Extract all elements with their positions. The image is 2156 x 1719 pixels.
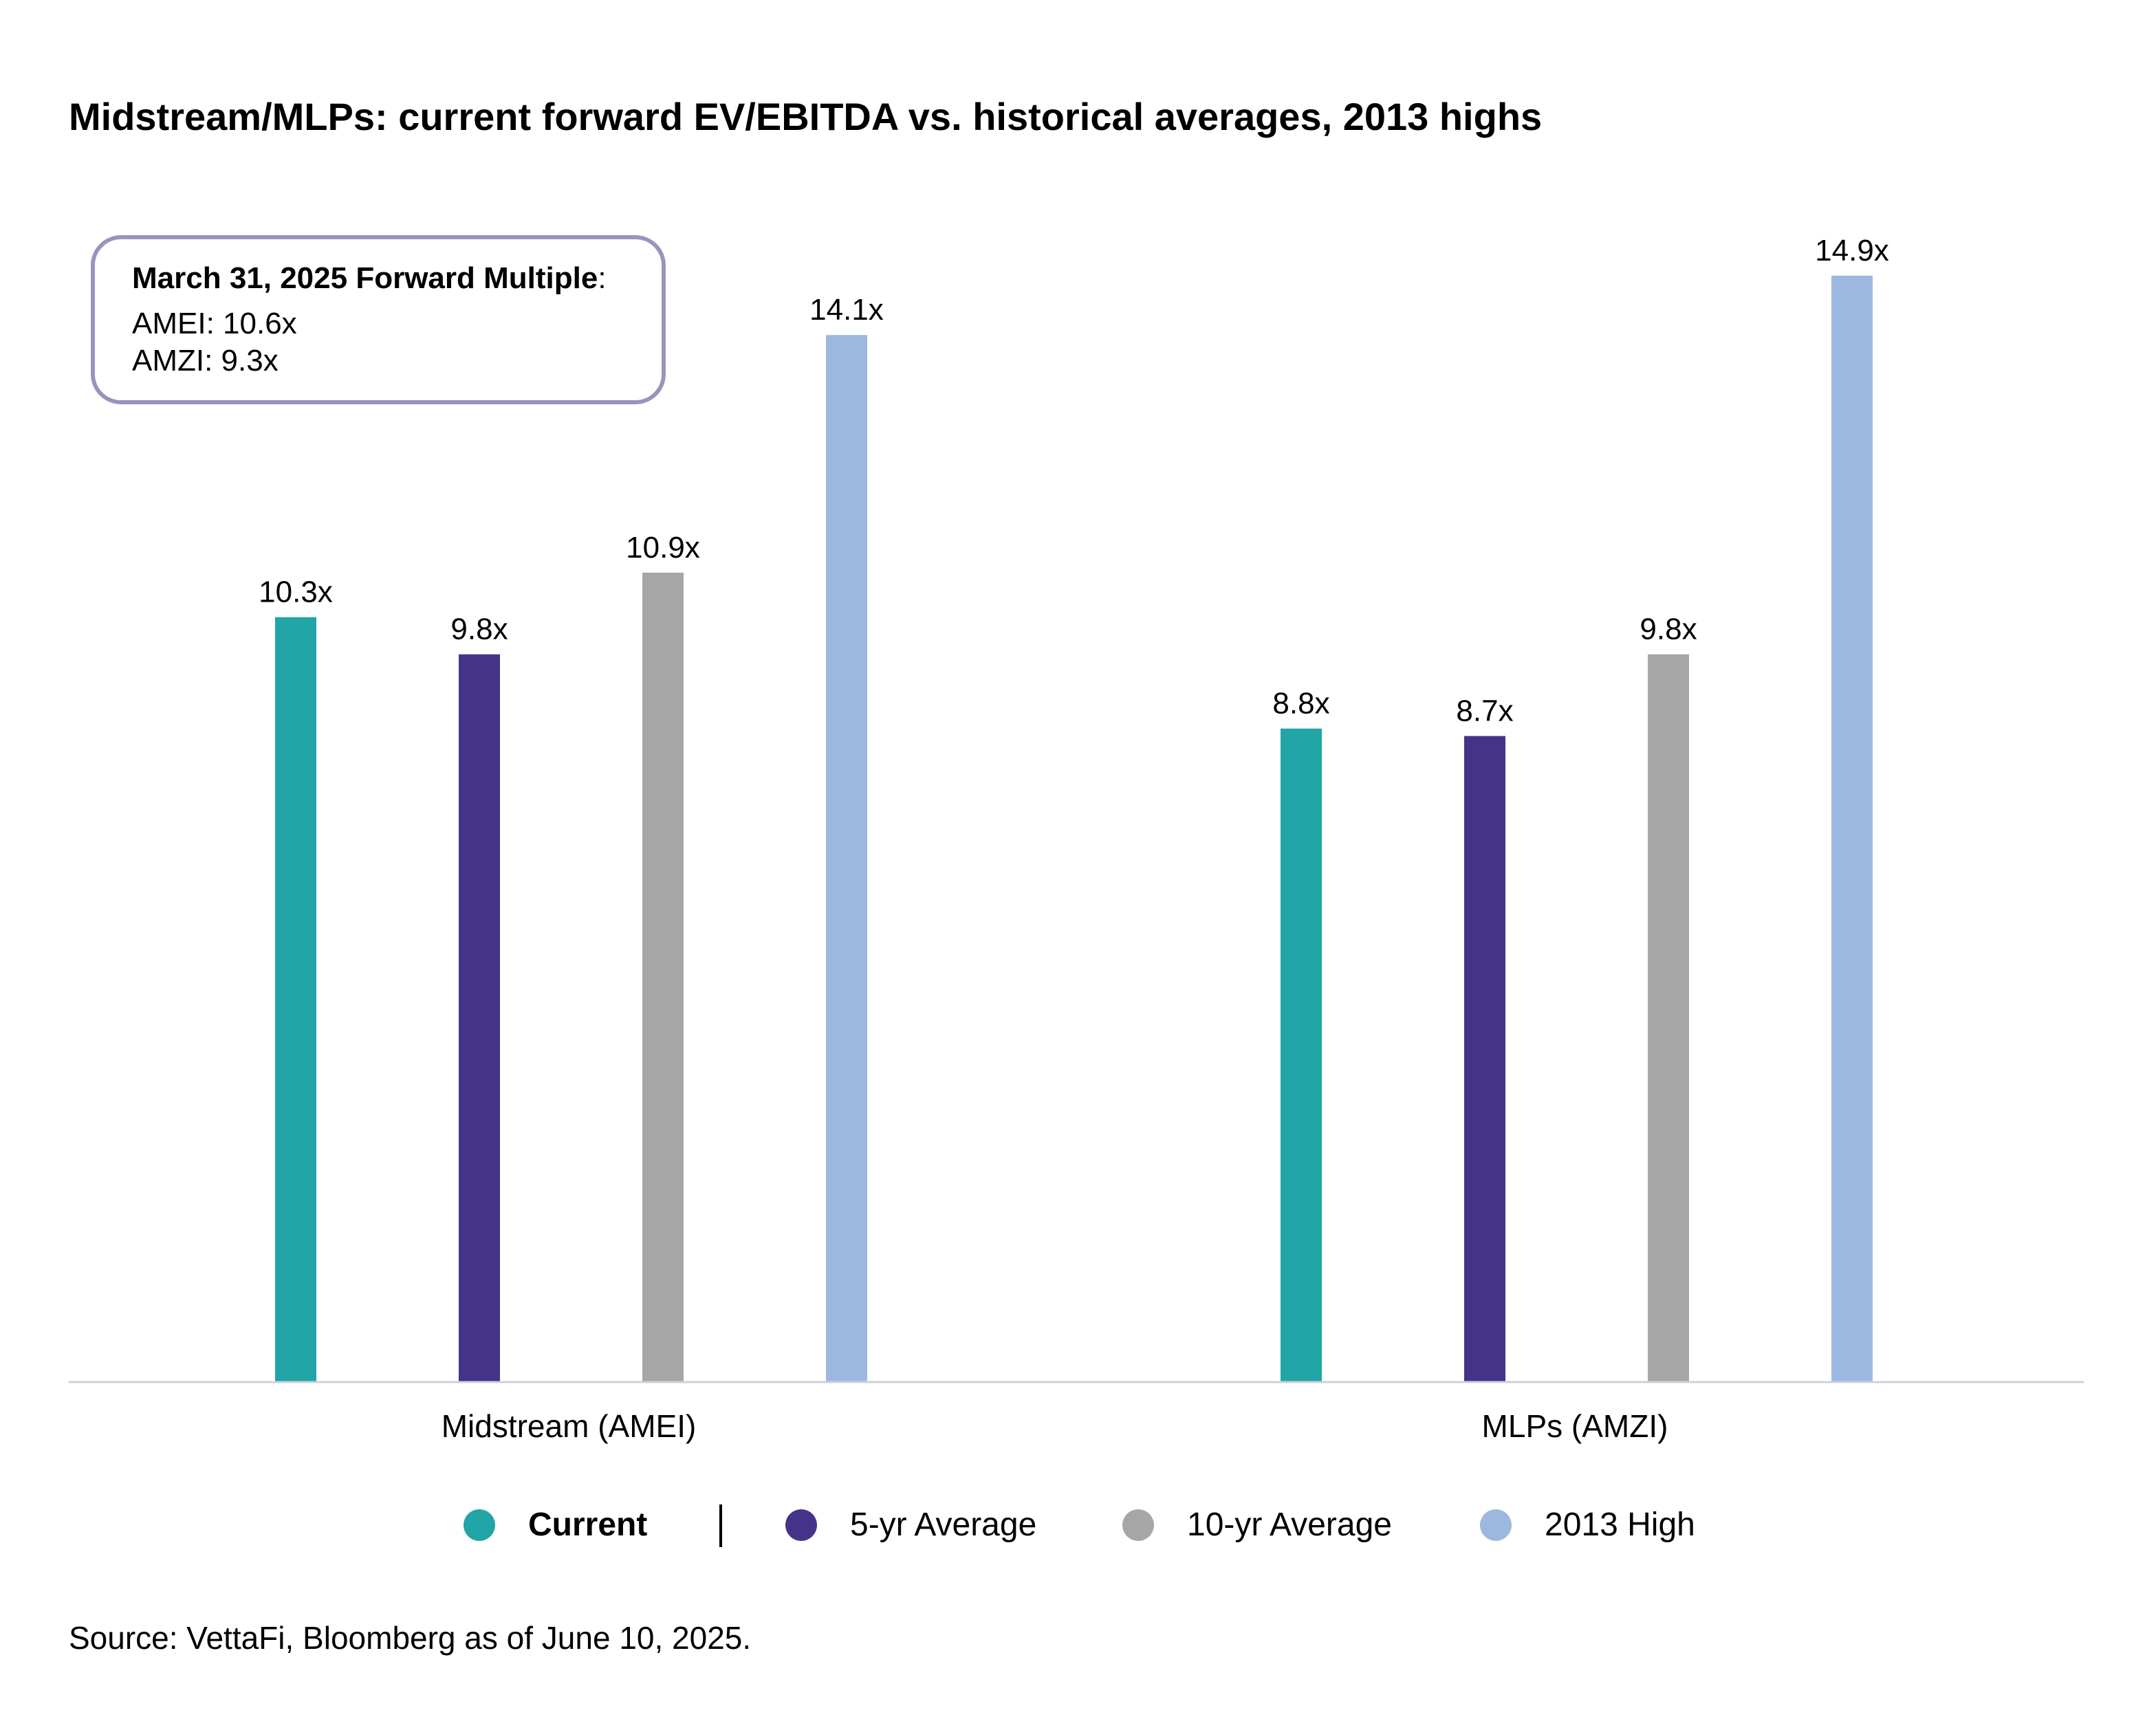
bar-midstream-amei-5-yr-average bbox=[459, 654, 500, 1382]
value-label-mlps-amzi-current: 8.8x bbox=[1272, 687, 1329, 721]
legend: Current 5-yr Average 10-yr Average 2013 … bbox=[0, 1498, 2156, 1553]
value-labels-layer: 10.3x 9.8x 10.9x 14.1x 8.8x 8.7x 9.8x 14.9x bbox=[259, 234, 1889, 728]
value-label-midstream-amei-2013-high: 14.1x bbox=[809, 293, 884, 327]
callout-heading-colon: : bbox=[598, 261, 607, 295]
bar-chart: 10.3x 9.8x 10.9x 14.1x 8.8x 8.7x 9.8x 14.9x Mid… bbox=[69, 234, 2084, 1444]
legend-label-current: Current bbox=[528, 1507, 648, 1543]
bar-mlps-amzi-2013-high bbox=[1831, 275, 1873, 1382]
callout-heading-text: March 31, 2025 Forward Multiple bbox=[132, 261, 598, 295]
value-label-midstream-amei-5-yr-average: 9.8x bbox=[450, 613, 508, 646]
category-label-mlps-amzi: MLPs (AMZI) bbox=[1482, 1408, 1668, 1444]
bar-mlps-amzi-current bbox=[1281, 728, 1322, 1382]
bars-layer bbox=[275, 275, 1873, 1383]
bar-midstream-amei-10-yr-average bbox=[642, 572, 684, 1382]
source-note: Source: VettaFi, Bloomberg as of June 10… bbox=[69, 1620, 752, 1656]
category-labels-layer: Midstream (AMEI) MLPs (AMZI) bbox=[442, 1408, 1668, 1444]
forward-multiple-callout: March 31, 2025 Forward Multiple: AMEI: 1… bbox=[91, 235, 666, 404]
legend-swatch-5yr-average bbox=[785, 1509, 817, 1541]
bar-mlps-amzi-10-yr-average bbox=[1648, 654, 1689, 1382]
value-label-mlps-amzi-2013-high: 14.9x bbox=[1815, 234, 1889, 267]
bar-midstream-amei-2013-high bbox=[826, 335, 867, 1383]
legend-swatch-current bbox=[464, 1509, 495, 1541]
callout-line-amzi: AMZI: 9.3x bbox=[132, 344, 279, 377]
legend-label-5yr-average: 5-yr Average bbox=[850, 1507, 1037, 1543]
callout-heading: March 31, 2025 Forward Multiple: bbox=[132, 260, 624, 297]
chart-title: Midstream/MLPs: current forward EV/EBITD… bbox=[69, 95, 1543, 138]
legend-label-10yr-average: 10-yr Average bbox=[1187, 1507, 1392, 1543]
legend-swatch-2013-high bbox=[1480, 1509, 1512, 1541]
bar-midstream-amei-current bbox=[275, 617, 316, 1382]
category-label-midstream-amei: Midstream (AMEI) bbox=[442, 1408, 697, 1444]
legend-divider bbox=[719, 1504, 722, 1547]
value-label-mlps-amzi-10-yr-average: 9.8x bbox=[1640, 613, 1697, 646]
legend-label-2013-high: 2013 High bbox=[1545, 1507, 1695, 1543]
value-label-midstream-amei-10-yr-average: 10.9x bbox=[626, 531, 700, 565]
bar-mlps-amzi-5-yr-average bbox=[1464, 736, 1505, 1382]
legend-item-2013-high: 2013 High bbox=[1480, 1498, 1695, 1553]
legend-swatch-10yr-average bbox=[1122, 1509, 1154, 1541]
value-label-midstream-amei-current: 10.3x bbox=[259, 576, 333, 609]
value-label-mlps-amzi-5-yr-average: 8.7x bbox=[1456, 694, 1513, 727]
callout-line-amei: AMEI: 10.6x bbox=[132, 307, 297, 340]
legend-item-current: Current bbox=[464, 1498, 647, 1553]
legend-item-5yr-average: 5-yr Average bbox=[785, 1498, 1036, 1553]
legend-item-10yr-average: 10-yr Average bbox=[1122, 1498, 1392, 1553]
